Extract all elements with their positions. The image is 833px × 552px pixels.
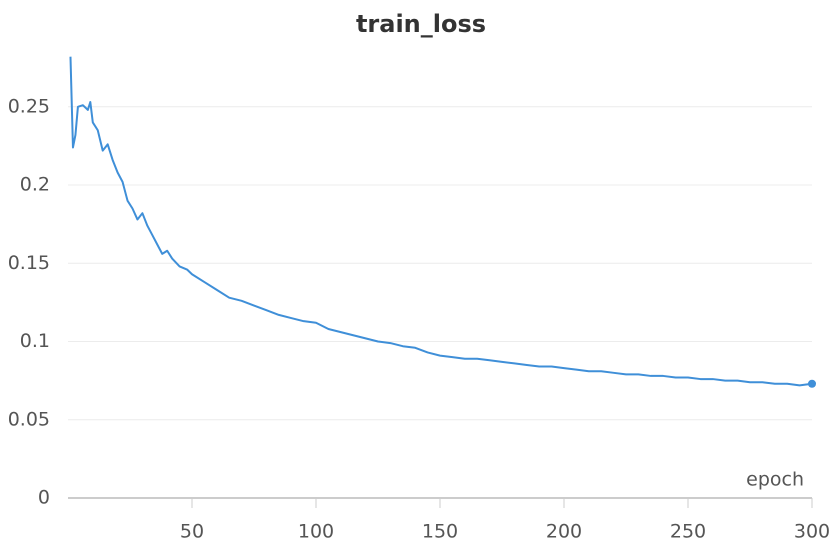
- y-tick-label: 0.15: [8, 252, 50, 274]
- y-tick-label: 0.1: [20, 330, 50, 352]
- y-tick-label: 0: [38, 487, 50, 509]
- x-tick-label: 50: [180, 521, 204, 543]
- x-tick-label: 250: [670, 521, 706, 543]
- x-tick-label: 200: [546, 521, 582, 543]
- x-tick-label: 300: [794, 521, 830, 543]
- y-tick-label: 0.25: [8, 95, 50, 117]
- x-axis-label: epoch: [746, 469, 804, 491]
- y-tick-label: 0.2: [20, 174, 50, 196]
- end-point: [808, 379, 816, 388]
- chart-title: train_loss: [356, 10, 486, 38]
- x-tick-label: 150: [422, 521, 458, 543]
- line-series: [69, 56, 813, 387]
- x-tick-label: 100: [298, 521, 334, 543]
- y-tick-label: 0.05: [8, 408, 50, 430]
